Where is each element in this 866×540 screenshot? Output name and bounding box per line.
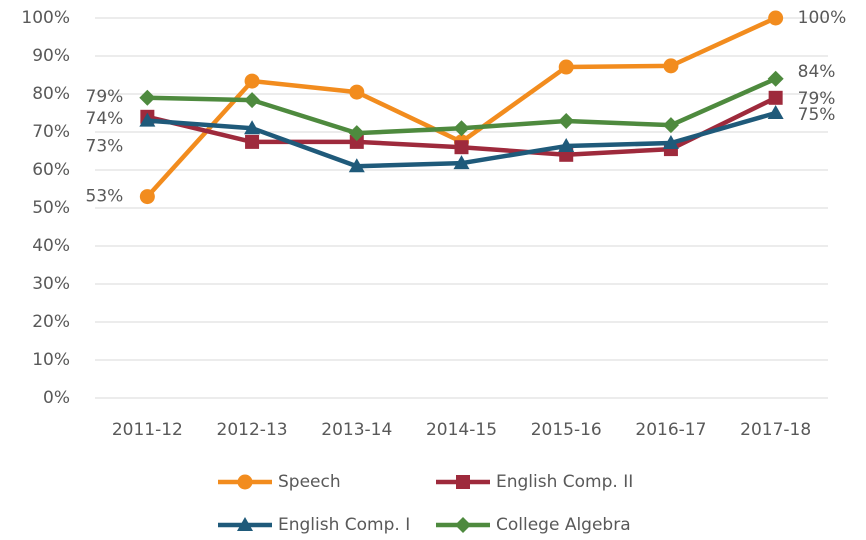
- data-label: 79%: [86, 87, 124, 107]
- data-label: 75%: [798, 105, 836, 125]
- legend-label: Speech: [278, 472, 341, 492]
- x-tick-label: 2014-15: [426, 420, 497, 440]
- marker: [558, 112, 575, 129]
- marker: [768, 90, 783, 105]
- legend-item: College Algebra: [436, 515, 631, 535]
- marker: [558, 138, 575, 153]
- marker: [244, 92, 261, 109]
- data-label: 79%: [798, 89, 836, 109]
- y-tick-label: 50%: [32, 198, 70, 218]
- marker: [453, 155, 470, 170]
- x-tick-label: 2015-16: [531, 420, 602, 440]
- marker: [456, 475, 470, 489]
- data-label: 74%: [86, 109, 124, 129]
- marker: [244, 73, 260, 89]
- x-tick-label: 2017-18: [740, 420, 811, 440]
- y-tick-label: 80%: [32, 84, 70, 104]
- marker: [348, 158, 365, 173]
- data-label: 73%: [86, 137, 124, 157]
- y-tick-label: 60%: [32, 160, 70, 180]
- legend-item: English Comp. II: [436, 472, 633, 492]
- marker: [663, 58, 679, 74]
- marker: [237, 517, 253, 531]
- y-tick-label: 0%: [43, 388, 70, 408]
- marker: [768, 10, 784, 26]
- x-tick-label: 2012-13: [217, 420, 288, 440]
- marker: [662, 135, 679, 150]
- marker: [455, 517, 471, 533]
- y-tick-label: 40%: [32, 236, 70, 256]
- marker: [139, 189, 155, 205]
- legend-label: College Algebra: [496, 515, 631, 535]
- x-tick-label: 2013-14: [321, 420, 392, 440]
- data-label: 53%: [86, 187, 124, 207]
- marker: [244, 120, 261, 135]
- y-tick-label: 10%: [32, 350, 70, 370]
- data-label: 100%: [798, 8, 847, 28]
- marker: [348, 125, 365, 142]
- marker: [237, 474, 253, 490]
- x-tick-label: 2016-17: [635, 420, 706, 440]
- x-tick-label: 2011-12: [112, 420, 183, 440]
- y-tick-label: 70%: [32, 122, 70, 142]
- marker: [454, 140, 469, 155]
- marker: [349, 134, 364, 149]
- legend-item: English Comp. I: [218, 515, 410, 535]
- marker: [767, 70, 784, 87]
- marker: [245, 134, 260, 149]
- y-tick-label: 20%: [32, 312, 70, 332]
- marker: [767, 105, 784, 119]
- data-label: 84%: [798, 62, 836, 82]
- y-tick-label: 90%: [32, 46, 70, 66]
- marker: [558, 59, 574, 75]
- marker: [139, 89, 156, 106]
- marker: [453, 120, 470, 137]
- marker: [349, 84, 365, 100]
- marker: [139, 112, 156, 127]
- legend-label: English Comp. I: [278, 515, 410, 535]
- legend-item: Speech: [218, 472, 341, 492]
- y-tick-label: 30%: [32, 274, 70, 294]
- marker: [662, 117, 679, 134]
- legend-label: English Comp. II: [496, 472, 633, 492]
- y-tick-label: 100%: [21, 8, 70, 28]
